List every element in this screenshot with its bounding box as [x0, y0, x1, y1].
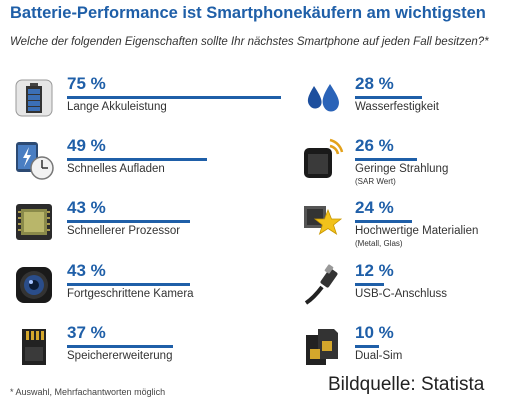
value-label: 24 % — [355, 198, 394, 217]
value-label: 26 % — [355, 136, 394, 155]
usb-c-cable-icon — [300, 263, 344, 307]
radiation-signal-icon — [300, 138, 344, 182]
premium-material-star-icon — [300, 200, 344, 244]
category-label: Geringe Strahlung — [355, 163, 449, 175]
fast-charging-clock-icon — [12, 138, 56, 182]
value-label: 28 % — [355, 74, 394, 93]
category-label: Schnelles Aufladen — [67, 163, 165, 175]
bar — [355, 96, 422, 99]
footnote: * Auswahl, Mehrfachantworten möglich — [10, 387, 166, 397]
category-sublabel: (SAR Wert) — [355, 177, 396, 186]
chart-item-fortgeschrittene-kamera: 43 % Fortgeschrittene Kamera — [12, 261, 262, 323]
chart-subtitle: Welche der folgenden Eigenschaften sollt… — [10, 36, 489, 48]
bar — [355, 220, 412, 223]
camera-lens-icon — [12, 263, 56, 307]
category-label: Lange Akkuleistung — [67, 101, 167, 113]
bar — [67, 345, 173, 348]
value-label: 43 % — [67, 198, 106, 217]
category-label: Dual-Sim — [355, 350, 403, 362]
chart-item-hochwertige-materialien: 24 % Hochwertige Materialien (Metall, Glas… — [300, 198, 519, 260]
value-label: 49 % — [67, 136, 106, 155]
bar — [67, 96, 281, 99]
category-sublabel: (Metall, Glas) — [355, 239, 403, 248]
value-label: 43 % — [67, 261, 106, 280]
chart-item-schnellerer-prozessor: 43 % Schnellerer Prozessor — [12, 198, 262, 260]
value-label: 12 % — [355, 261, 394, 280]
chart-item-speichererweiterung: 37 % Speichererweiterung — [12, 323, 262, 385]
bar — [355, 345, 379, 348]
chart-item-geringe-strahlung: 26 % Geringe Strahlung (SAR Wert) — [300, 136, 519, 198]
category-label: Schnellerer Prozessor — [67, 225, 181, 237]
source-credit: Bildquelle: Statista — [328, 374, 485, 395]
bar — [355, 158, 417, 161]
chart-item-schnelles-aufladen: 49 % Schnelles Aufladen — [12, 136, 262, 198]
category-label: Hochwertige Materialien — [355, 225, 479, 237]
chart-item-usb-c-anschluss: 12 % USB-C-Anschluss — [300, 261, 519, 323]
category-label: Fortgeschrittene Kamera — [67, 288, 194, 300]
processor-chip-icon — [12, 200, 56, 244]
battery-icon — [12, 76, 56, 120]
chart-item-wasserfestigkeit: 28 % Wasserfestigkeit — [300, 74, 519, 136]
chart-item-dual-sim: 10 % Dual-Sim — [300, 323, 519, 385]
bar — [67, 158, 207, 161]
category-label: Wasserfestigkeit — [355, 101, 439, 113]
value-label: 37 % — [67, 323, 106, 342]
bar — [355, 283, 384, 286]
bar — [67, 283, 190, 286]
category-label: Speichererweiterung — [67, 350, 173, 362]
dual-sim-icon — [300, 325, 344, 369]
water-drops-icon — [300, 76, 344, 120]
chart-item-lange-akkuleistung: 75 % Lange Akkuleistung — [12, 74, 281, 136]
sd-card-icon — [12, 325, 56, 369]
value-label: 10 % — [355, 323, 394, 342]
chart-title: Batterie-Performance ist Smartphonekäufe… — [10, 4, 486, 22]
bar — [67, 220, 190, 223]
value-label: 75 % — [67, 74, 106, 93]
category-label: USB-C-Anschluss — [355, 288, 448, 300]
